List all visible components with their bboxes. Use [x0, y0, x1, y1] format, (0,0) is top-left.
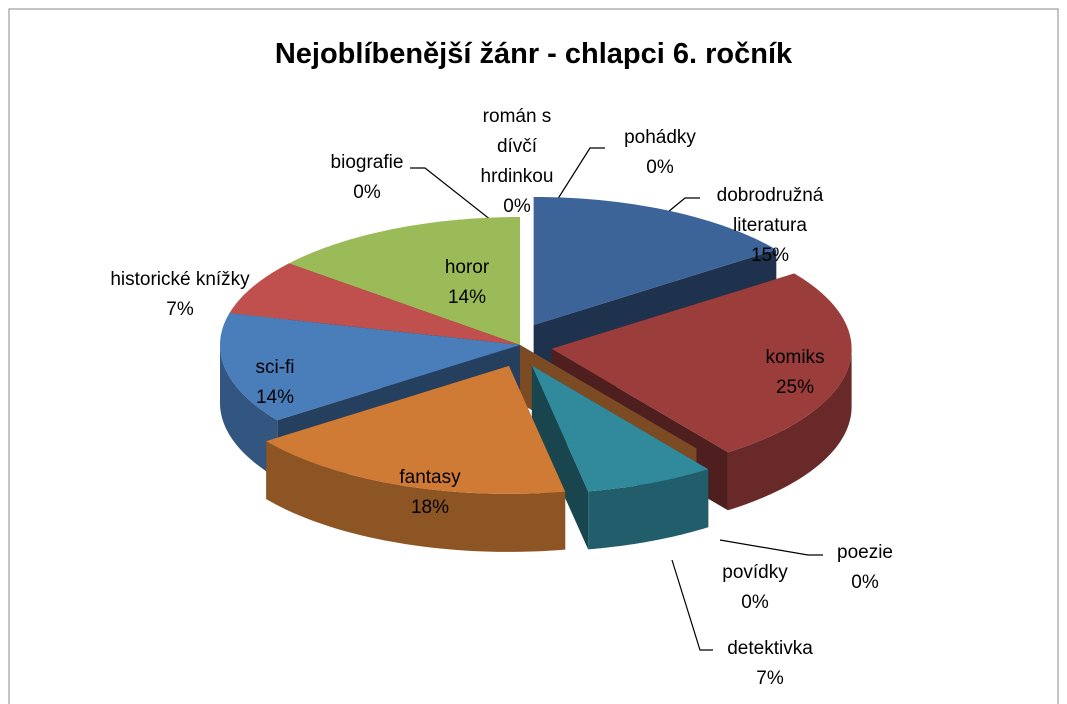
data-label-value: 0% [353, 182, 381, 203]
slice-inner-side [531, 365, 589, 550]
pie-slice [266, 365, 566, 494]
data-label-value: 0% [503, 196, 531, 217]
data-label-value: 14% [447, 287, 487, 308]
slice-side [727, 348, 852, 511]
data-label-value: 7% [166, 299, 194, 320]
data-label-name: komiks [765, 347, 825, 368]
data-label-name: biografie [330, 152, 404, 173]
data-label-value: 0% [741, 592, 769, 613]
leader-line [410, 167, 511, 236]
slice-side [588, 469, 709, 550]
chart-title: Nejoblíbenější žánr - chlapci 6. ročník [274, 38, 793, 70]
data-label-value: 0% [851, 572, 879, 593]
pie-slice [531, 365, 709, 492]
data-label-name: fantasy [399, 467, 461, 488]
pie-slice [520, 345, 697, 449]
data-label-value: 14% [255, 387, 295, 408]
leader-line [671, 559, 713, 651]
data-label-name: poezie [837, 542, 893, 563]
data-label-name: dobrodružná literatura [716, 185, 824, 236]
data-label-value: 18% [410, 497, 450, 518]
slice-side [220, 345, 278, 479]
data-label-name: historické knížky [110, 269, 250, 290]
pie-slice [220, 313, 520, 421]
data-label-value: 0% [646, 157, 674, 178]
data-label-value: 25% [775, 377, 815, 398]
data-label-value: 7% [756, 668, 784, 689]
data-label-name: horor [444, 257, 490, 278]
pie-slice [229, 263, 520, 345]
slice-side [266, 441, 566, 552]
data-label-name: detektivka [727, 638, 813, 659]
leader-line [719, 539, 823, 556]
data-label-name: sci-fi [255, 357, 295, 378]
data-label-value: 15% [750, 245, 790, 266]
chart-border [8, 8, 1059, 704]
pie-slice [551, 273, 852, 453]
pie-slice [533, 196, 777, 325]
pie-slice [288, 217, 520, 345]
data-label-name: povídky [722, 562, 788, 583]
data-label-name: pohádky [624, 127, 696, 148]
data-label-name: román s dívčí hrdinkou [480, 106, 554, 187]
